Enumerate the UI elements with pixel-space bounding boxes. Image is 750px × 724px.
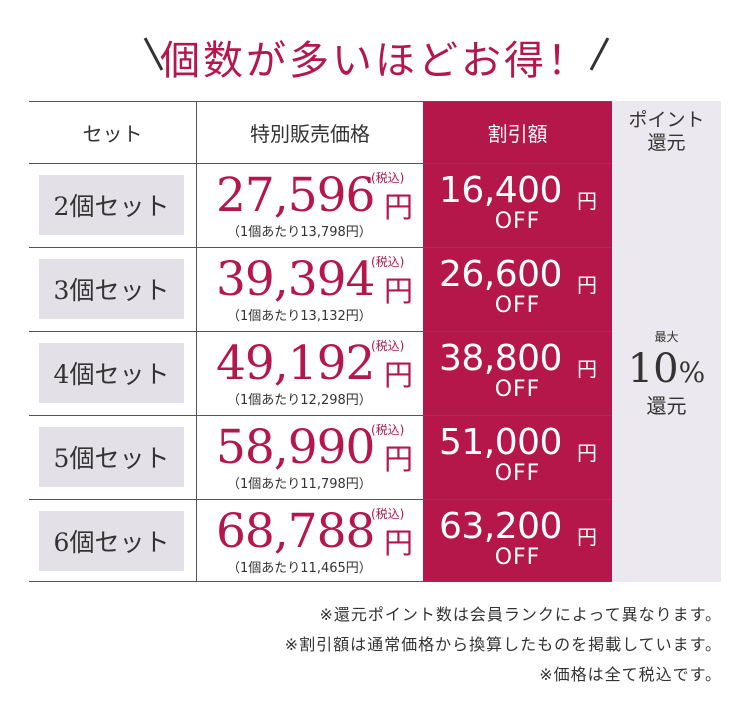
points-percent-value: 10 [627, 346, 679, 392]
header-discount: 割引額 [423, 101, 612, 163]
points-max-label: 最大 [654, 330, 679, 344]
price-tax-label: (税込) [371, 255, 405, 269]
set-label: 5個セット [39, 427, 184, 487]
price-tax-label: (税込) [371, 423, 405, 437]
header-points: ポイント 還元 [612, 101, 721, 163]
price-yen: 円 [384, 274, 414, 308]
price-value: 49,192 [216, 336, 375, 391]
discount-value: 63,200 [439, 506, 562, 547]
set-label: 3個セット [39, 259, 184, 319]
price-cell: 58,990 円 (税込) [213, 417, 423, 477]
note-discount: ※割引額は通常価格から換算したものを掲載しています。 [284, 635, 722, 654]
unit-price: （1個あたり12,298円） [227, 393, 372, 408]
discount-yen: 円 [577, 273, 597, 297]
note-tax: ※価格は全て税込です。 [539, 665, 722, 684]
points-percent: 10% [628, 347, 706, 395]
price-cell: 39,394 円 (税込) [213, 249, 423, 309]
table-bottom-border [29, 581, 612, 582]
table-row: 6個セット 68,788 円 (税込) （1個あたり11,465円） 63,20… [29, 499, 612, 583]
price-value: 68,788 [216, 504, 375, 559]
price-yen: 円 [384, 358, 414, 392]
discount-off: OFF [494, 293, 541, 318]
discount-yen: 円 [577, 441, 597, 465]
price-cell: 49,192 円 (税込) [213, 333, 423, 393]
discount-column-bg [423, 163, 612, 582]
discount-off: OFF [494, 545, 541, 570]
discount-cell: 38,800 円 OFF [423, 331, 612, 415]
row-divider [29, 499, 612, 500]
price-table: 最大 10% 還元 セット 特別販売価格 割引額 ポイント 還元 2個セット 2… [29, 101, 721, 582]
price-value: 27,596 [216, 168, 375, 223]
set-label: 4個セット [39, 343, 184, 403]
header-set: セット [82, 121, 143, 146]
discount-value: 51,000 [439, 422, 562, 463]
row-divider [29, 331, 612, 332]
table-row: 4個セット 49,192 円 (税込) （1個あたり12,298円） 38,80… [29, 331, 612, 415]
set-label: 2個セット [39, 175, 184, 235]
header-divider [29, 163, 612, 164]
discount-cell: 51,000 円 OFF [423, 415, 612, 499]
column-divider [196, 101, 197, 582]
price-tax-label: (税込) [371, 171, 405, 185]
title-area: 個数が多いほどお得！ [0, 22, 750, 84]
price-cell: 27,596 円 (税込) [213, 165, 423, 225]
price-yen: 円 [384, 442, 414, 476]
unit-price: （1個あたり13,798円） [227, 225, 372, 240]
unit-price: （1個あたり11,465円） [227, 561, 372, 576]
row-divider [29, 415, 612, 416]
header-points-line2: 還元 [647, 132, 686, 154]
discount-cell: 63,200 円 OFF [423, 499, 612, 583]
discount-value: 26,600 [439, 254, 562, 295]
discount-yen: 円 [577, 525, 597, 549]
discount-value: 38,800 [439, 338, 562, 379]
discount-value: 16,400 [439, 170, 562, 211]
table-row: 3個セット 39,394 円 (税込) （1個あたり13,132円） 26,60… [29, 247, 612, 331]
points-return-label: 還元 [646, 394, 687, 418]
row-divider [29, 247, 612, 248]
page-title: 個数が多いほどお得！ [160, 38, 590, 84]
price-value: 58,990 [216, 420, 375, 475]
discount-cell: 16,400 円 OFF [423, 163, 612, 247]
price-cell: 68,788 円 (税込) [213, 501, 423, 561]
set-label: 6個セット [39, 511, 184, 571]
table-row: 2個セット 27,596 円 (税込) （1個あたり13,798円） 16,40… [29, 163, 612, 247]
price-tax-label: (税込) [371, 339, 405, 353]
points-column: 最大 10% 還元 [612, 163, 721, 582]
header-price: 特別販売価格 [250, 121, 370, 146]
price-value: 39,394 [216, 252, 375, 307]
unit-price: （1個あたり13,132円） [227, 309, 372, 324]
price-yen: 円 [384, 190, 414, 224]
price-tax-label: (税込) [371, 507, 405, 521]
header-points-line1: ポイント [628, 109, 705, 131]
points-percent-sign: % [678, 356, 706, 389]
unit-price: （1個あたり11,798円） [227, 477, 372, 492]
price-yen: 円 [384, 526, 414, 560]
discount-off: OFF [494, 377, 541, 402]
discount-off: OFF [494, 209, 541, 234]
discount-yen: 円 [577, 189, 597, 213]
discount-yen: 円 [577, 357, 597, 381]
discount-off: OFF [494, 461, 541, 486]
discount-cell: 26,600 円 OFF [423, 247, 612, 331]
table-row: 5個セット 58,990 円 (税込) （1個あたり11,798円） 51,00… [29, 415, 612, 499]
table-top-border [29, 101, 612, 102]
note-points: ※還元ポイント数は会員ランクによって異なります。 [319, 605, 722, 624]
